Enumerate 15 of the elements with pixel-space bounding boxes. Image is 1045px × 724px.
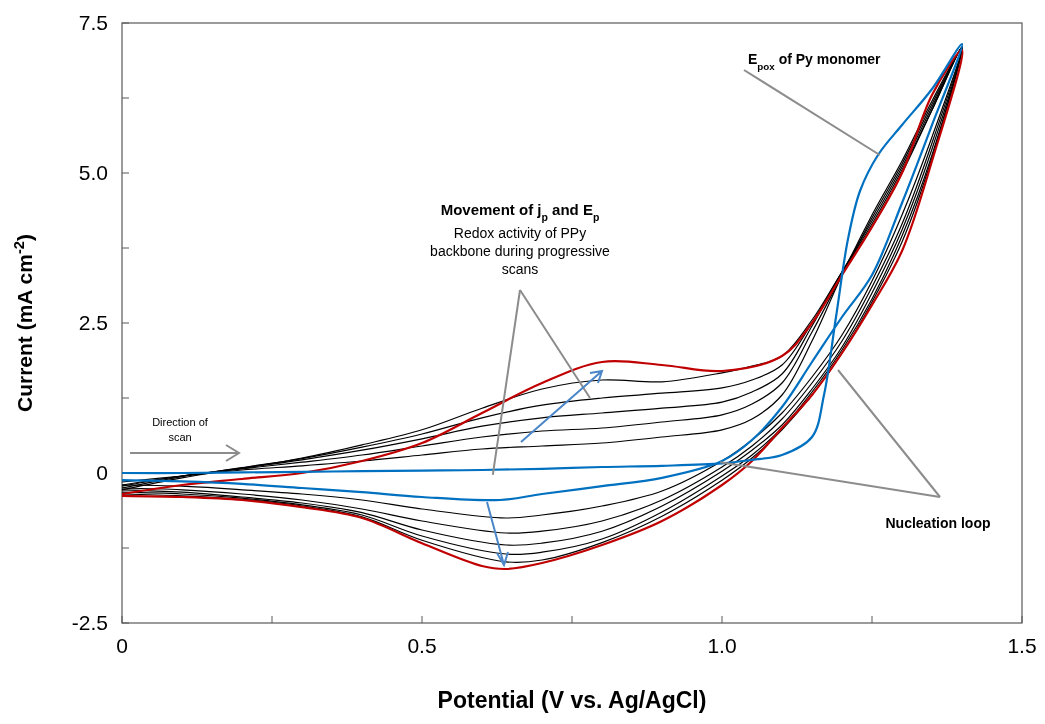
x-tick-label: 1.5 [1007, 634, 1037, 657]
x-tick-label: 0.5 [407, 634, 437, 657]
y-tick-label: 2.5 [78, 311, 108, 334]
x-tick-label: 1.0 [707, 634, 737, 657]
annotation: Direction of scan [152, 416, 209, 443]
annotation: Nucleation loop [885, 515, 991, 531]
y-tick-label: 5.0 [78, 161, 108, 184]
y-tick-label: -2.5 [71, 611, 108, 634]
annotation: Redox activity of PPy backbone during progressive scans [430, 225, 611, 277]
x-tick-label: 0 [116, 634, 128, 657]
y-tick-label: 0 [96, 461, 108, 484]
annotation: Movement of j$_{p}$ and E$_{p}$ [440, 201, 600, 223]
y-tick-label: 7.5 [78, 11, 108, 34]
x-axis-title: Potential (V vs. Ag/AgCl) [437, 687, 707, 713]
annotation: E$_{pox}$ of Py monomer [748, 51, 882, 72]
